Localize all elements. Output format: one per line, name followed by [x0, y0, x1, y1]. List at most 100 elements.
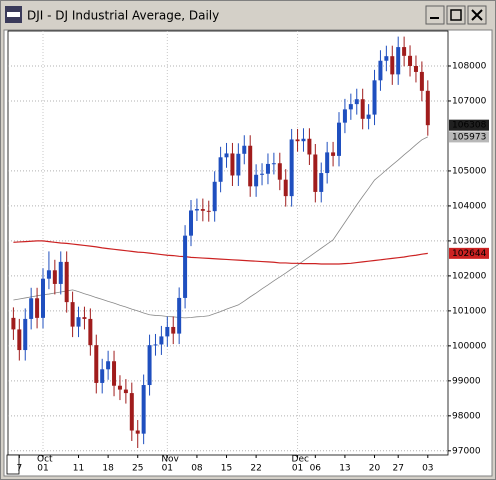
candle-body: [94, 345, 99, 383]
candle-body: [112, 361, 117, 386]
candle-body: [260, 173, 265, 175]
candle-body: [283, 179, 288, 197]
candle-body: [218, 157, 223, 182]
window-icon-mark: [7, 12, 20, 17]
candle-body: [64, 261, 69, 303]
plot-layer: 97000 98000 99000 100000 101000 102000 103000 1…: [8, 31, 489, 474]
candle-body: [76, 317, 81, 327]
candle-body: [372, 80, 377, 115]
x-tick-label: 13: [339, 464, 350, 474]
x-tick-label: 22: [250, 464, 261, 474]
candle-body: [408, 55, 413, 66]
scroll-box[interactable]: [6, 454, 20, 475]
y-tick-label: 99000: [452, 376, 481, 386]
price-label-box: [449, 131, 489, 143]
moving-average-line: [13, 240, 428, 265]
candle-body: [265, 163, 270, 174]
candle-body: [390, 56, 395, 75]
candle-body: [425, 90, 430, 126]
x-tick-label: 7: [16, 464, 22, 474]
candle-body: [342, 109, 347, 123]
candle-body: [413, 65, 418, 72]
candle-body: [360, 99, 365, 119]
candle-body: [378, 60, 383, 81]
y-tick-label: 103000: [452, 236, 487, 246]
candle-body: [301, 138, 306, 142]
candle-body: [200, 209, 205, 211]
y-tick-label: 107000: [452, 96, 487, 106]
candle-body: [313, 154, 318, 192]
x-tick-label: 01: [292, 464, 303, 474]
month-label: Nov: [161, 455, 179, 465]
candle-body: [52, 270, 57, 284]
candle-body: [248, 145, 253, 187]
month-label: Dec: [292, 455, 309, 465]
price-label: 102644: [452, 249, 487, 259]
candle-body: [242, 145, 247, 154]
y-tick-label: 101000: [452, 306, 487, 316]
y-tick-label: 104000: [452, 201, 487, 211]
x-tick-label: 25: [132, 464, 143, 474]
chart-title: DJI - DJ Industrial Average, Daily: [27, 9, 219, 23]
maximize-button[interactable]: [446, 5, 466, 25]
x-tick-label: 08: [191, 464, 203, 474]
candle-body: [236, 153, 241, 176]
candle-body: [230, 153, 235, 176]
candle-body: [212, 181, 217, 212]
candle-body: [106, 361, 111, 370]
candle-body: [177, 297, 182, 334]
candle-body: [135, 430, 140, 434]
x-tick-label: 27: [392, 464, 403, 474]
candle-body: [88, 318, 93, 346]
x-tick-label: 11: [73, 464, 84, 474]
candle-body: [277, 163, 282, 180]
month-label: Oct: [37, 455, 53, 465]
candle-body: [41, 278, 45, 318]
candle-body: [289, 139, 294, 197]
x-tick-label: 01: [37, 464, 48, 474]
y-tick-label: 102000: [452, 271, 487, 281]
candle-body: [307, 138, 312, 155]
candle-body: [171, 326, 176, 334]
candle-body: [70, 302, 75, 327]
x-tick-label: 18: [102, 464, 114, 474]
candle-body: [254, 174, 259, 187]
candle-body: [419, 71, 424, 91]
candle-body: [58, 261, 63, 284]
candle-body: [23, 318, 28, 351]
candle-body: [11, 317, 16, 330]
y-tick-label: 105000: [452, 166, 487, 176]
candle-body: [194, 209, 199, 211]
minimize-button[interactable]: [425, 5, 445, 25]
moving-average-line: [13, 136, 428, 319]
price-label-box: [449, 247, 489, 259]
price-label-box: [449, 119, 489, 131]
candle-body: [366, 114, 371, 119]
price-label: 106308: [452, 121, 487, 131]
x-tick-label: 06: [310, 464, 322, 474]
candle-body: [325, 152, 330, 174]
close-button[interactable]: [467, 5, 487, 25]
candle-body: [117, 385, 122, 390]
candle-body: [153, 344, 158, 346]
candle-body: [206, 210, 211, 212]
candle-body: [331, 152, 336, 156]
candle-body: [384, 56, 389, 61]
y-tick-label: 98000: [452, 411, 481, 421]
candle-body: [348, 104, 353, 110]
y-tick-label: 108000: [452, 61, 487, 71]
candle-body: [396, 47, 401, 75]
candle-body: [141, 385, 146, 434]
candle-body: [319, 173, 324, 192]
candle-body: [224, 153, 229, 158]
candle-body: [183, 235, 188, 298]
candle-body: [29, 298, 34, 319]
x-tick-label: 20: [369, 464, 381, 474]
candle-body: [354, 99, 359, 105]
x-tick-label: 03: [422, 464, 433, 474]
candle-body: [159, 336, 164, 345]
candle-body: [17, 329, 22, 351]
candle-body: [271, 163, 276, 165]
candle-body: [165, 326, 170, 337]
